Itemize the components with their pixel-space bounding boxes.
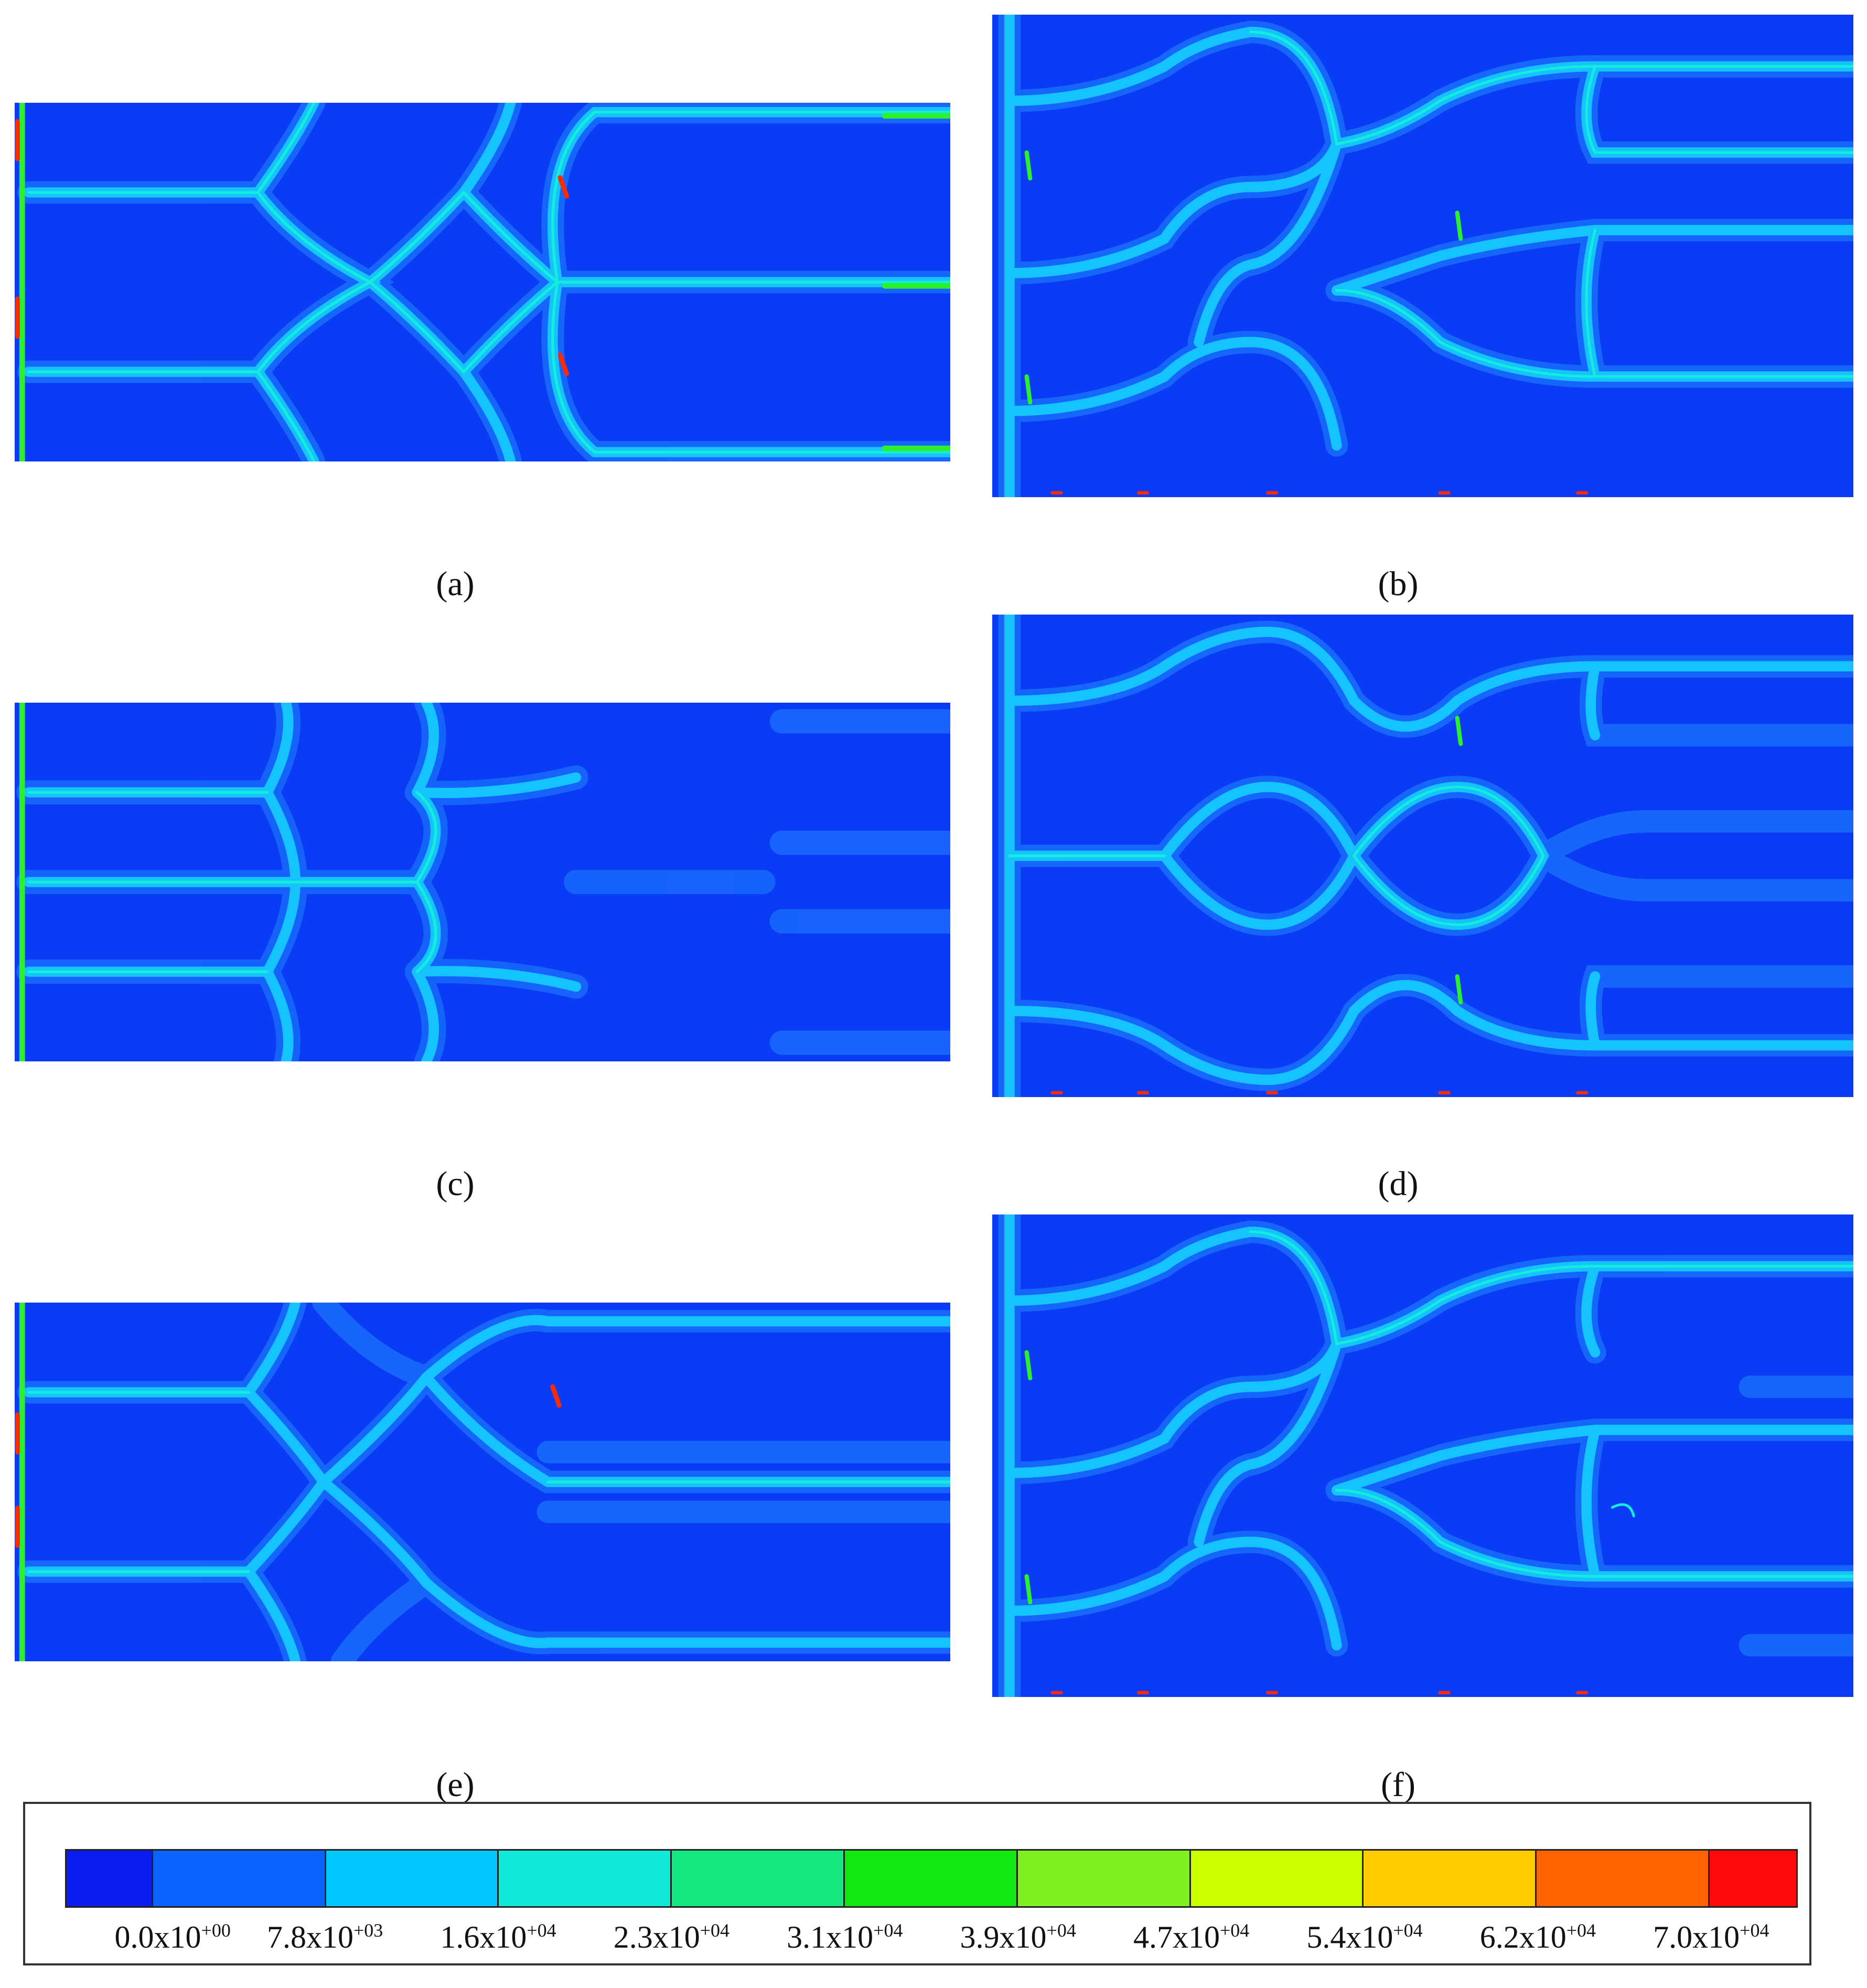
contour-panel-d	[992, 615, 1853, 1097]
legend-swatch	[67, 1851, 153, 1906]
contour-plot-c	[15, 703, 950, 1061]
legend-swatch	[1710, 1851, 1796, 1906]
legend-swatch	[326, 1851, 499, 1906]
legend-tick-label: 3.1x10+04	[787, 1920, 903, 1954]
contour-plot-e	[15, 1303, 950, 1661]
legend-tick-label: 2.3x10+04	[613, 1920, 730, 1954]
legend-tick-label: 0.0x10+00	[114, 1920, 231, 1954]
contour-panel-c	[15, 703, 950, 1061]
legend-tick-label: 1.6x10+04	[440, 1920, 556, 1954]
legend-swatch	[1364, 1851, 1537, 1906]
legend-swatch	[1537, 1851, 1710, 1906]
caption-f: (f)	[1381, 1766, 1415, 1804]
legend-swatch	[1017, 1851, 1191, 1906]
legend-swatch	[845, 1851, 1018, 1906]
color-scale-bar	[65, 1849, 1798, 1908]
contour-panel-b	[992, 15, 1853, 497]
legend-swatch	[153, 1851, 326, 1906]
color-legend: 0.0x10+00 7.8x10+03 1.6x10+04 2.3x10+04 3.1x…	[23, 1802, 1811, 1965]
caption-e: (e)	[436, 1766, 475, 1804]
legend-swatch	[499, 1851, 672, 1906]
contour-plot-a	[15, 103, 950, 461]
legend-swatch	[672, 1851, 845, 1906]
legend-tick-label: 7.8x10+03	[266, 1920, 383, 1954]
caption-c: (c)	[436, 1165, 475, 1203]
caption-d: (d)	[1378, 1165, 1419, 1203]
contour-plot-b	[992, 15, 1853, 497]
legend-tick-label: 4.7x10+04	[1133, 1920, 1250, 1954]
legend-swatch	[1190, 1851, 1364, 1906]
legend-tick-label: 5.4x10+04	[1306, 1920, 1423, 1954]
legend-tick-label: 7.0x10+04	[1653, 1920, 1769, 1954]
contour-panel-e	[15, 1303, 950, 1661]
caption-b: (b)	[1378, 565, 1419, 603]
contour-panel-a	[15, 103, 950, 461]
caption-a: (a)	[436, 565, 475, 603]
contour-plot-d	[992, 615, 1853, 1097]
contour-panel-f	[992, 1215, 1853, 1697]
contour-plot-f	[992, 1215, 1853, 1697]
legend-tick-label: 6.2x10+04	[1479, 1920, 1596, 1954]
legend-tick-label: 3.9x10+04	[960, 1920, 1076, 1954]
